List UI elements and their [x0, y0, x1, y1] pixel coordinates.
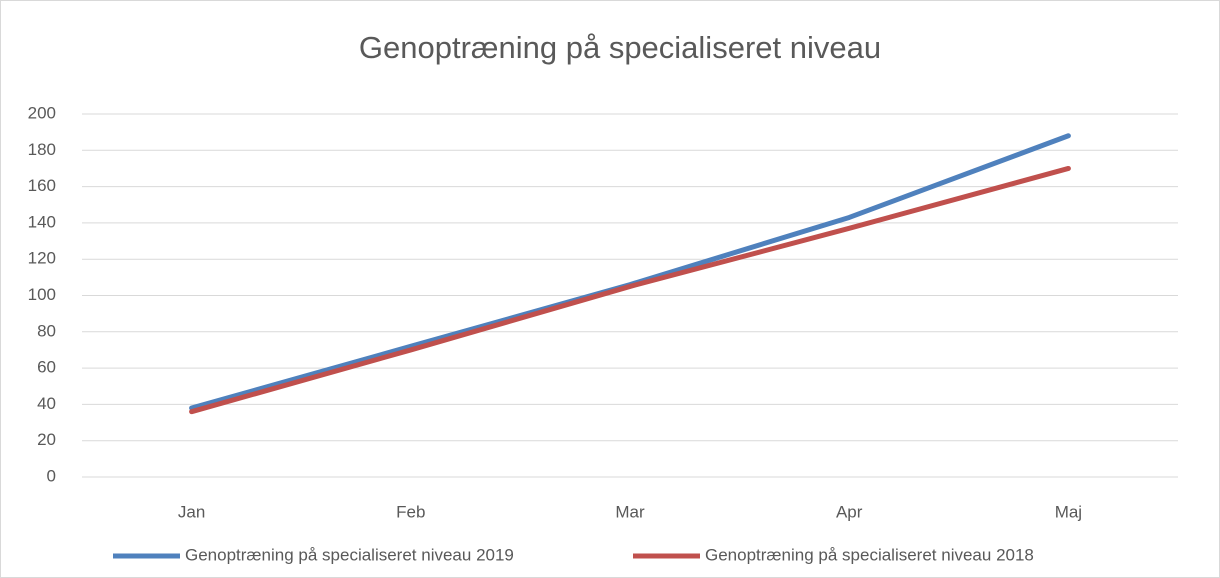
y-tick-label: 0 [47, 466, 56, 485]
x-tick-label: Jan [178, 502, 205, 521]
x-tick-label: Maj [1055, 502, 1082, 521]
y-tick-label: 40 [37, 394, 56, 413]
y-tick-label: 160 [28, 176, 56, 195]
y-tick-label: 20 [37, 430, 56, 449]
chart-title: Genoptræning på specialiseret niveau [359, 30, 881, 65]
y-tick-label: 140 [28, 212, 56, 231]
y-tick-label: 200 [28, 103, 56, 122]
data-line [189, 165, 1071, 415]
legend-label: Genoptræning på specialiseret niveau 201… [185, 545, 514, 564]
y-tick-label: 60 [37, 358, 56, 377]
legend-label: Genoptræning på specialiseret niveau 201… [705, 545, 1034, 564]
y-tick-label: 100 [28, 285, 56, 304]
x-tick-label: Mar [615, 502, 645, 521]
y-tick-label: 120 [28, 249, 56, 268]
y-tick-label: 80 [37, 321, 56, 340]
x-tick-label: Apr [836, 502, 863, 521]
y-tick-label: 180 [28, 140, 56, 159]
x-tick-label: Feb [396, 502, 425, 521]
